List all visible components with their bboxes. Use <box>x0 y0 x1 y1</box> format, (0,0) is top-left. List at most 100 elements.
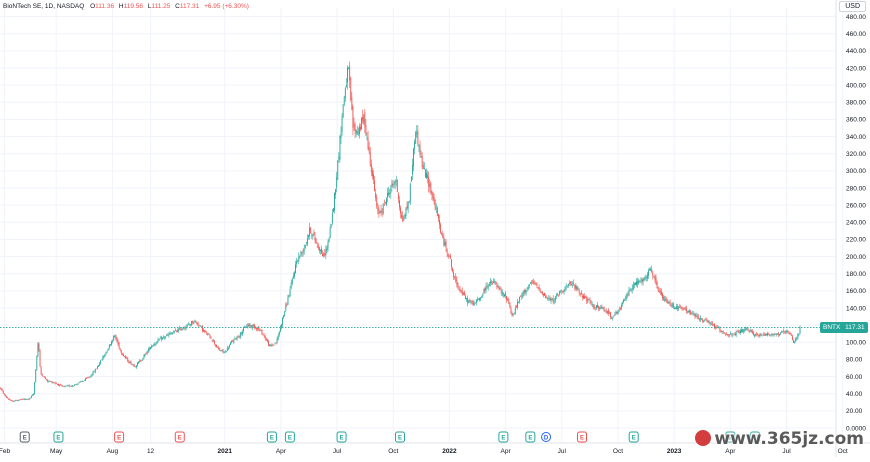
candle-body <box>377 207 378 210</box>
candle-body <box>198 323 199 325</box>
candle-body <box>83 381 84 382</box>
candle-body <box>555 296 556 300</box>
event-marker[interactable]: E <box>396 432 405 442</box>
candle-body <box>242 332 243 334</box>
event-marker[interactable]: E <box>499 432 508 442</box>
candle-body <box>461 290 462 291</box>
candle-body <box>217 347 218 348</box>
candle-body <box>226 351 227 352</box>
candle-body <box>637 281 638 285</box>
candle-body <box>566 286 567 287</box>
candle-body <box>444 242 445 245</box>
y-tick-label: 300.00 <box>846 168 866 175</box>
candle-body <box>170 333 171 334</box>
candle-body <box>202 326 203 331</box>
candle-body <box>477 299 478 300</box>
candle-body <box>313 232 314 235</box>
candle-body <box>273 345 274 346</box>
candle-body <box>476 300 477 304</box>
candle-body <box>3 391 4 394</box>
candle-body <box>41 366 42 374</box>
candle-body <box>645 277 646 280</box>
event-marker[interactable]: E <box>285 432 294 442</box>
event-marker[interactable]: D <box>542 433 551 442</box>
candle-body <box>315 236 316 240</box>
candle-body <box>10 400 11 401</box>
candle-body <box>108 348 109 350</box>
candle-body <box>778 333 779 335</box>
candle-body <box>192 321 193 322</box>
candle-body <box>490 281 491 284</box>
candle-body <box>410 184 411 202</box>
currency-button[interactable]: USD <box>839 1 866 12</box>
candle-body <box>771 334 772 336</box>
y-axis[interactable]: 480.00460.00440.00420.00400.00380.00360.… <box>836 0 866 457</box>
candle-body <box>549 298 550 300</box>
event-marker[interactable]: E <box>115 432 124 442</box>
candle-body <box>13 401 14 402</box>
candle-body <box>800 327 801 334</box>
candle-body <box>179 328 180 329</box>
candle-body <box>518 302 519 303</box>
candle-body <box>554 301 555 302</box>
event-marker[interactable]: E <box>20 432 29 442</box>
candle-body <box>215 344 216 345</box>
event-marker[interactable]: E <box>337 432 346 442</box>
candle-body <box>441 233 442 234</box>
event-marker[interactable]: E <box>526 432 535 442</box>
candle-body <box>556 295 557 296</box>
candle-body <box>36 356 37 370</box>
event-marker[interactable]: E <box>54 432 63 442</box>
candle-body <box>417 131 418 144</box>
y-tick-label: 180.00 <box>846 271 866 278</box>
candle-body <box>677 306 678 309</box>
candle-body <box>205 332 206 333</box>
candle-body <box>349 66 350 80</box>
candle-body <box>121 350 122 353</box>
candle-body <box>26 399 27 400</box>
candle-body <box>133 365 134 366</box>
candle-body <box>570 282 571 283</box>
x-tick-label: 2022 <box>442 448 457 455</box>
candle-body <box>646 277 647 278</box>
candle-body <box>114 336 115 337</box>
candle-body <box>581 293 582 295</box>
candle-body <box>474 303 475 306</box>
candle-body <box>747 328 748 329</box>
candle-body <box>229 345 230 347</box>
candle-body <box>585 297 586 298</box>
candle-body <box>526 290 527 293</box>
candle-body <box>190 324 191 325</box>
candle-body <box>535 283 536 284</box>
event-marker[interactable]: E <box>629 432 638 442</box>
event-marker[interactable]: E <box>267 432 276 442</box>
candle-body <box>324 253 325 256</box>
candle-body <box>165 337 166 338</box>
candle-body <box>512 313 513 316</box>
candle-body <box>489 284 490 286</box>
candle-body <box>73 386 74 387</box>
candle-body <box>33 394 34 395</box>
candle-body <box>31 396 32 398</box>
candle-body <box>240 333 241 338</box>
candle-body <box>402 216 403 222</box>
candle-body <box>53 383 54 384</box>
candle-body <box>29 398 30 399</box>
candle-body <box>348 68 349 69</box>
candle-body <box>517 301 518 307</box>
candle-body <box>56 383 57 384</box>
event-marker[interactable]: E <box>578 432 587 442</box>
candle-body <box>220 351 221 352</box>
candle-body <box>617 312 618 313</box>
candle-body <box>238 336 239 337</box>
candle-body <box>199 325 200 326</box>
candle-body <box>225 351 226 352</box>
candle-body <box>132 364 133 365</box>
candle-body <box>654 276 655 279</box>
event-marker[interactable]: E <box>175 432 184 442</box>
candle-body <box>482 294 483 296</box>
candle-body <box>644 278 645 280</box>
